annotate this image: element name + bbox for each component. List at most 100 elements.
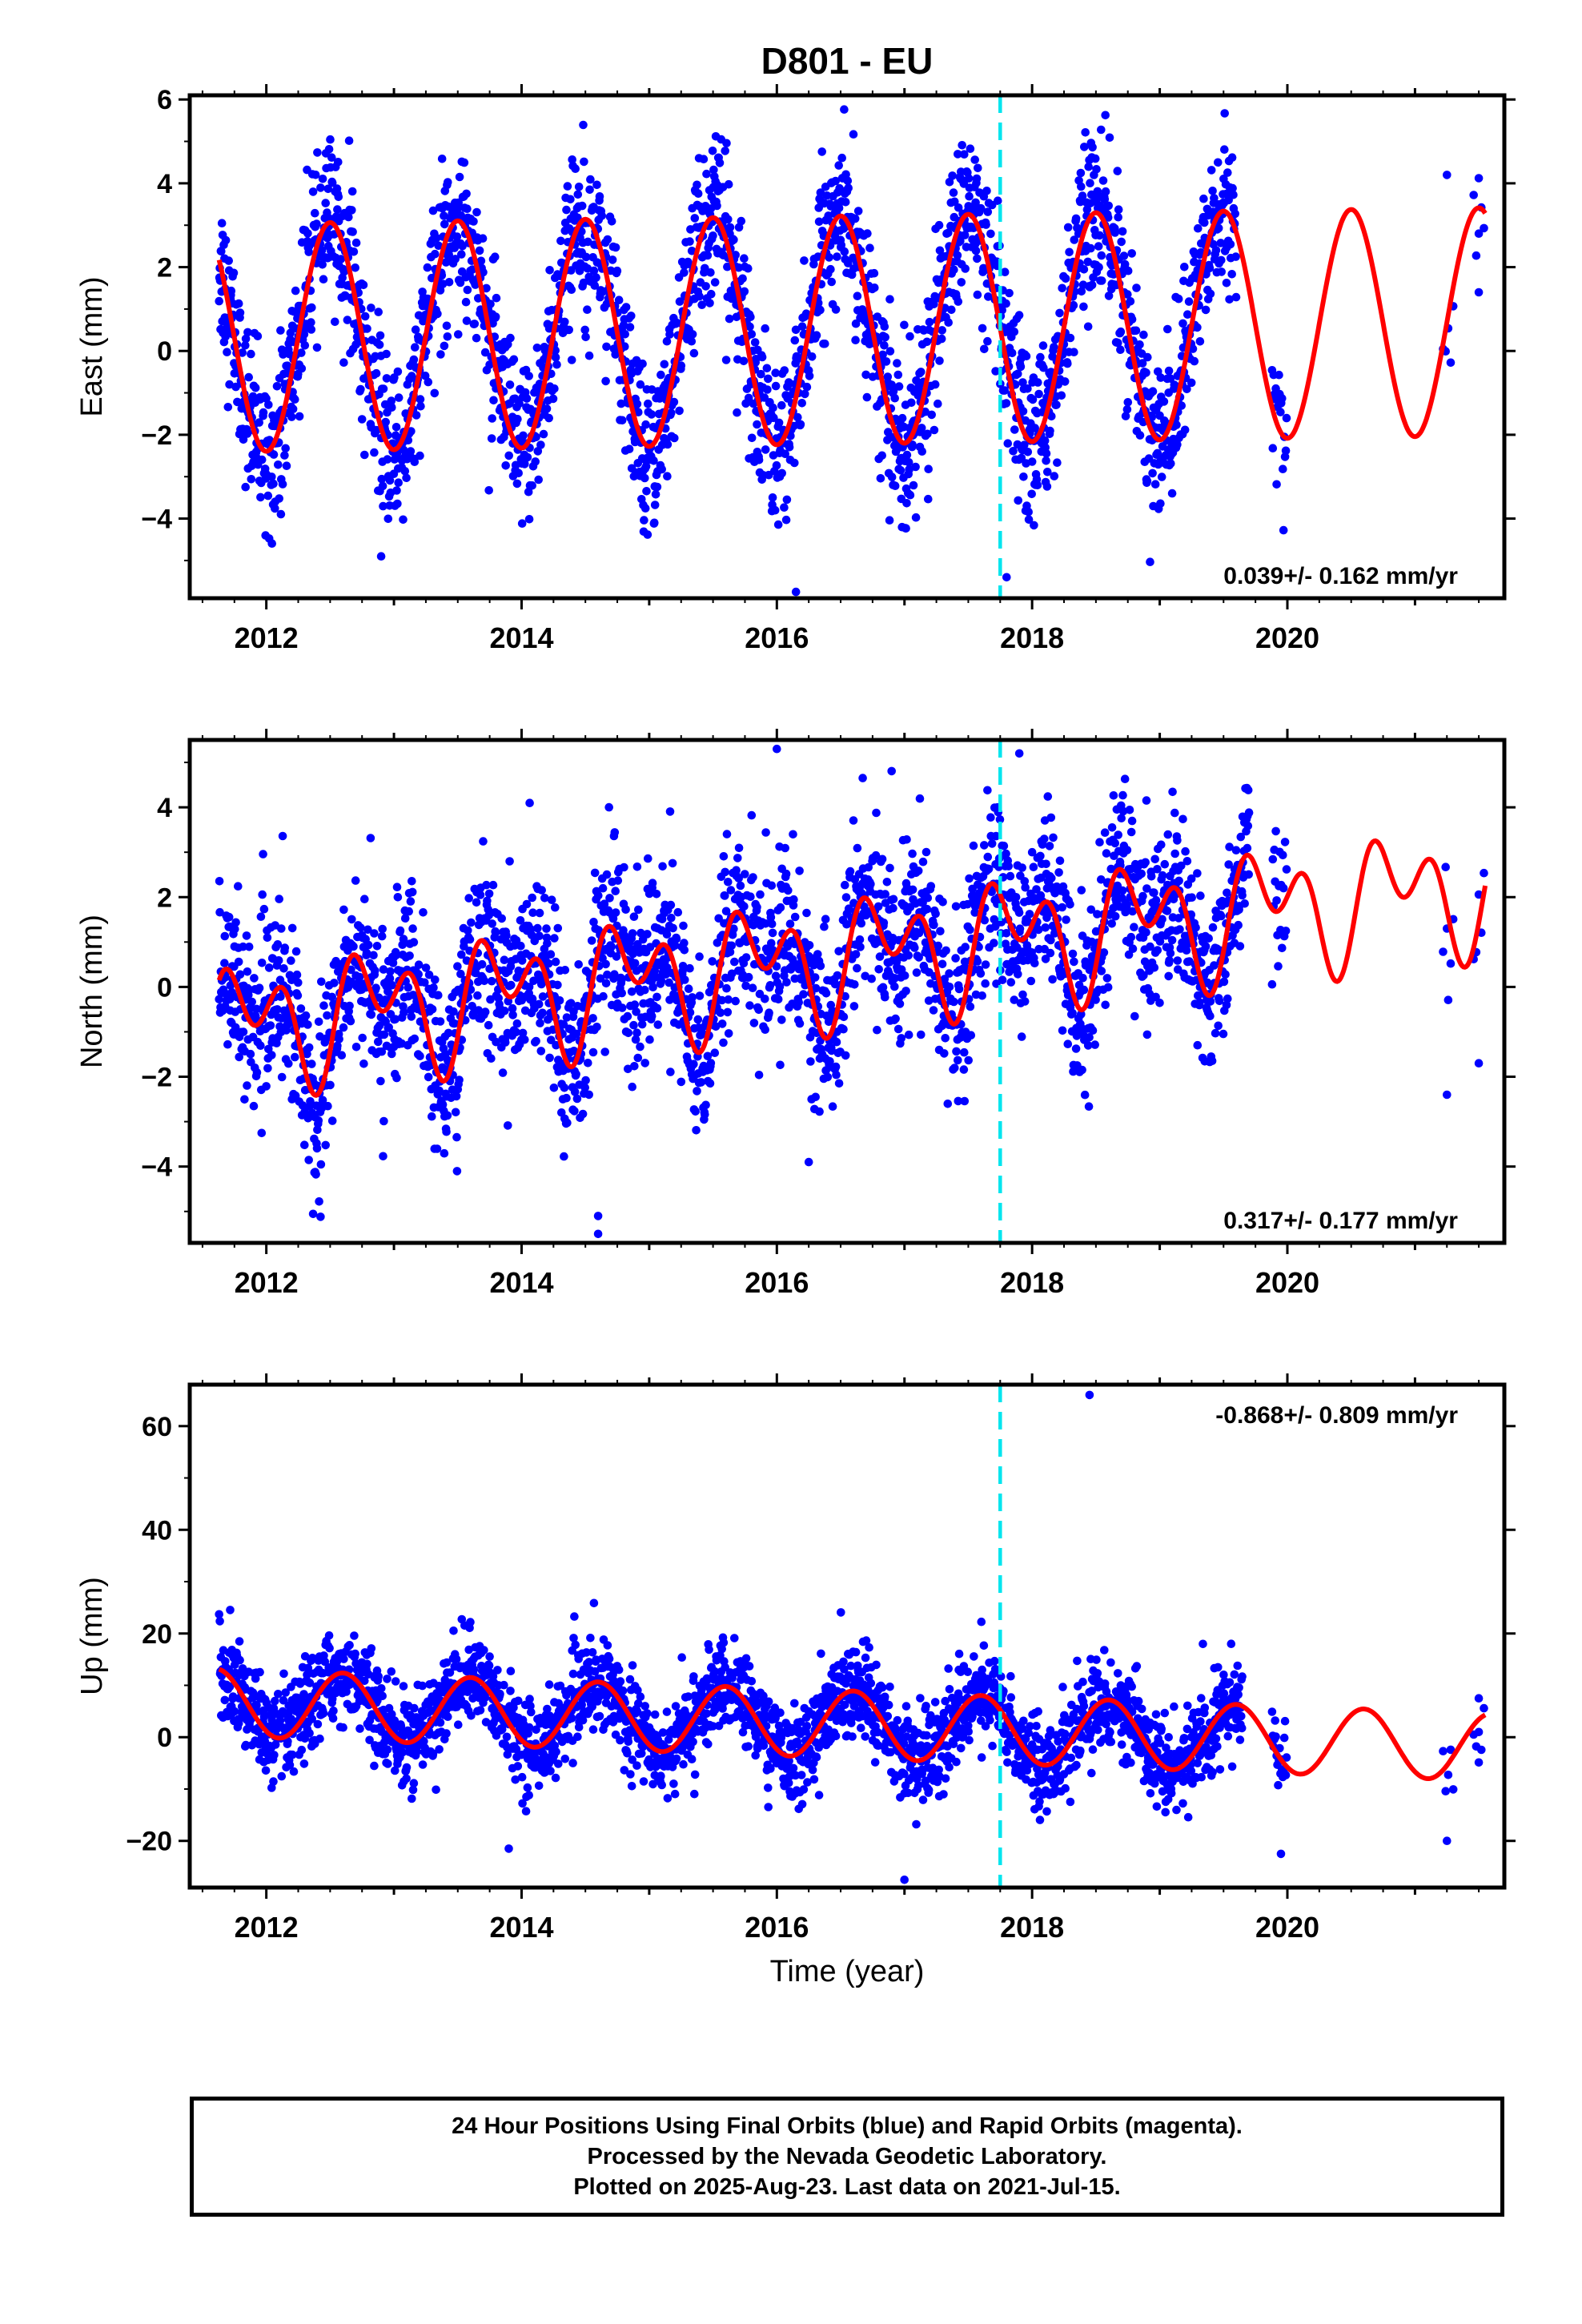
data-point [749,873,757,882]
data-point [640,504,650,513]
data-point [324,145,334,154]
data-point [849,1002,859,1011]
data-point [1114,205,1123,215]
data-point [662,930,672,939]
data-point [940,1049,949,1058]
data-point [307,325,316,334]
data-point [645,1035,654,1044]
data-point [721,147,729,155]
data-point [348,227,357,236]
data-point [315,1197,323,1206]
data-point [878,983,888,992]
data-point [816,961,825,971]
data-point [345,1001,354,1011]
data-point [931,909,940,919]
data-point [1066,900,1074,909]
data-point [431,975,440,984]
data-point [1166,374,1175,384]
data-point [873,902,883,911]
data-point [574,183,584,191]
data-point [912,968,921,977]
data-point [938,959,947,969]
data-point [243,328,252,337]
data-point [532,1036,540,1046]
data-point [564,325,573,335]
data-point [579,120,588,130]
data-point [812,331,821,340]
data-point [734,874,743,883]
data-point [381,417,391,427]
data-point [487,434,496,443]
data-point [665,807,675,816]
data-point [722,139,731,148]
data-point [249,1101,259,1111]
data-point [566,195,575,204]
data-point [1138,891,1147,901]
data-point [280,943,290,952]
data-point [923,893,933,903]
data-point [491,927,500,937]
data-point [321,1140,331,1150]
data-point [480,1007,490,1016]
data-point [1063,223,1073,232]
data-point [501,461,510,470]
data-point [775,982,785,991]
data-point [257,455,267,464]
data-point [363,324,371,333]
data-point [640,516,648,525]
data-point [351,876,360,885]
data-point [1225,295,1234,304]
data-point [1018,407,1028,416]
data-point [673,907,683,917]
data-point [1047,874,1056,883]
data-point [780,366,789,375]
data-point [1100,195,1110,204]
data-point [938,898,947,907]
data-point [259,904,269,914]
data-point [1020,997,1030,1006]
data-point [473,991,482,1000]
data-point [628,929,637,938]
data-point [274,460,283,469]
data-point [548,394,558,404]
data-point [231,918,240,927]
data-point [744,263,753,273]
data-point [795,866,804,875]
data-point [799,990,808,999]
data-point [273,1005,282,1014]
data-point [849,816,858,825]
data-point [905,464,913,474]
data-point [640,473,649,483]
data-point [1480,223,1488,233]
data-point [1474,174,1484,183]
data-point [841,170,850,179]
data-point [1114,338,1122,348]
data-point [358,1033,367,1043]
data-point [319,275,328,284]
data-point [793,412,802,422]
data-point [1040,834,1049,843]
data-point [727,941,737,951]
data-point [1163,324,1172,334]
data-point [372,942,382,951]
data-point [567,356,576,364]
data-point [1021,883,1030,892]
data-point [986,229,995,239]
data-point [970,908,979,917]
data-point [1177,401,1186,410]
data-point [1014,970,1022,979]
data-point [960,1047,969,1057]
data-point [1014,908,1024,917]
data-point [377,474,387,484]
data-point [722,830,732,838]
data-point [410,457,420,466]
data-point [1015,924,1025,933]
data-point [339,905,348,915]
data-point [360,312,370,321]
data-point [1229,191,1238,199]
data-point [476,891,485,899]
data-point [220,931,230,941]
data-point [855,935,865,944]
data-point [551,957,560,967]
data-point [822,191,832,200]
